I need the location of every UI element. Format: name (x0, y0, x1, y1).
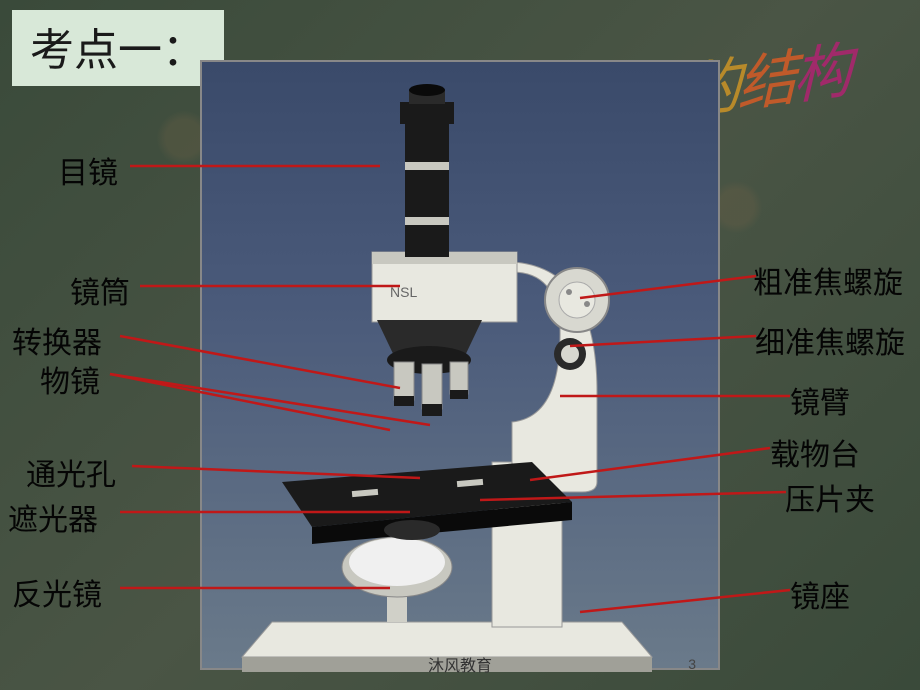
part-label: 载物台 (770, 430, 860, 474)
microscope-drawing: NSL (202, 62, 722, 672)
part-label: 镜座 (790, 572, 850, 616)
microscope-image: NSL (200, 60, 720, 670)
part-label: 遮光器 (8, 495, 98, 539)
page-number: 3 (688, 656, 696, 672)
topic-badge: 考点一： (12, 10, 224, 86)
part-label: 粗准焦螺旋 (753, 258, 903, 302)
part-label: 压片夹 (785, 475, 875, 519)
part-label: 细准焦螺旋 (755, 318, 905, 362)
footer-brand: 沐风教育 (428, 652, 492, 676)
part-label: 物镜 (40, 357, 100, 401)
part-label: 转换器 (12, 318, 102, 362)
part-label: 通光孔 (26, 450, 116, 494)
part-label: 镜臂 (790, 378, 850, 422)
part-label: 镜筒 (70, 268, 130, 312)
svg-text:NSL: NSL (390, 284, 417, 300)
part-label: 反光镜 (12, 570, 102, 614)
part-label: 目镜 (58, 148, 118, 192)
